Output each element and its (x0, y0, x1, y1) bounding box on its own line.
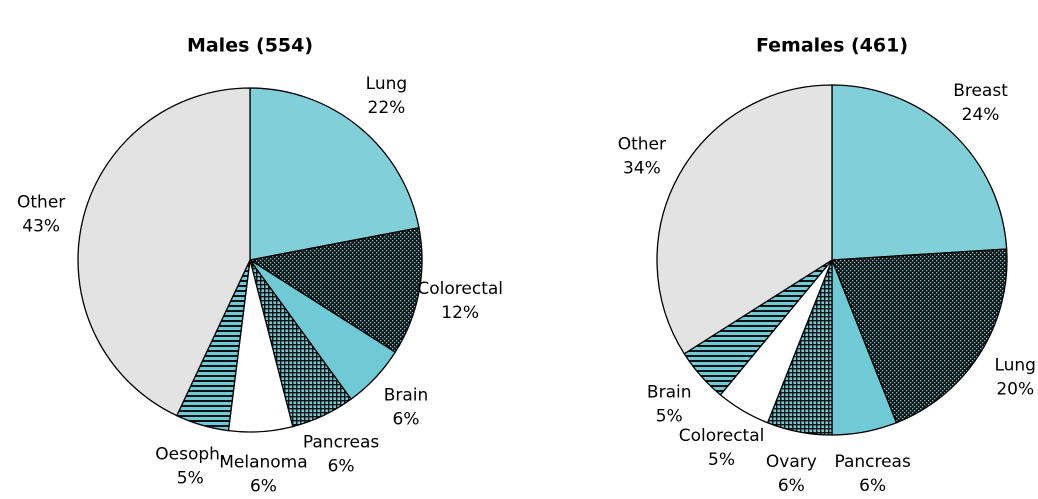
chart-title: Males (554) (187, 35, 313, 57)
slice-value-label: 5% (177, 469, 204, 489)
slice-label: Lung (366, 74, 408, 94)
slice-value-label: 6% (250, 477, 277, 497)
slice-value-label: 22% (368, 98, 406, 118)
slice-label: Lung (994, 355, 1036, 375)
slice-value-label: 24% (962, 105, 1000, 125)
slice-label: Melanoma (219, 453, 307, 473)
pie-slice (831, 84, 1008, 261)
slice-value-label: 34% (623, 158, 661, 178)
slice-label: Brain (647, 383, 692, 403)
slice-label: Other (618, 134, 666, 154)
slice-label: Colorectal (679, 426, 765, 446)
slice-label: Pancreas (834, 452, 911, 472)
slice-value-label: 20% (996, 379, 1034, 399)
slice-value-label: 6% (778, 476, 805, 496)
slice-label: Breast (953, 81, 1008, 101)
slice-value-label: 12% (441, 303, 479, 323)
pie-slice (248, 227, 423, 354)
pie-slice (77, 87, 251, 417)
pie-slice (831, 248, 1008, 424)
chart-title: Females (461) (756, 35, 908, 57)
slice-label: Oesoph. (155, 445, 225, 465)
pie-slice (249, 87, 420, 261)
slice-label: Other (17, 192, 65, 212)
slice-value-label: 6% (393, 409, 420, 429)
slice-value-label: 6% (859, 476, 886, 496)
slice-value-label: 6% (328, 457, 355, 477)
slice-label: Brain (384, 385, 429, 405)
slice-value-label: 5% (708, 450, 735, 470)
slice-label: Colorectal (417, 279, 503, 299)
slice-value-label: 5% (656, 407, 683, 427)
pie-slice (656, 84, 833, 355)
slice-label: Ovary (766, 452, 817, 472)
slice-value-label: 43% (22, 216, 60, 236)
slice-label: Pancreas (303, 433, 380, 453)
